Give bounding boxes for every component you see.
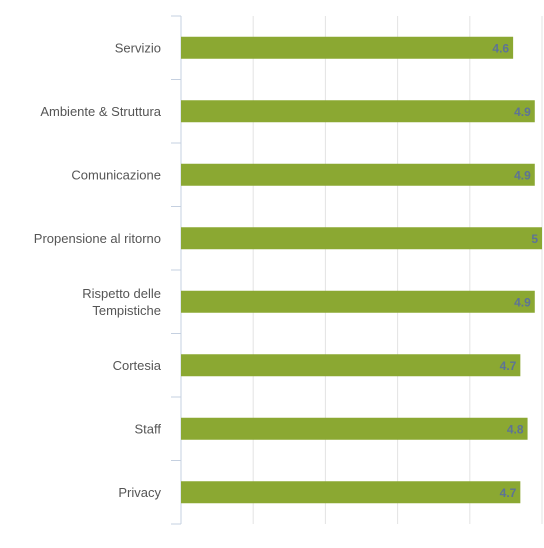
value-labels: 4.6 4.9 4.9 5 4.9 4.7 4.8 4.7 [492,41,538,500]
value-label: 4.7 [500,359,517,373]
x-tick-label: 0 [177,546,184,548]
bar [181,163,535,186]
grid-lines [252,16,543,524]
category-labels: Servizio Ambiente & Struttura Comunicazion… [34,40,162,500]
value-label: 4.8 [507,422,524,436]
value-label: 4.7 [500,486,517,500]
value-label: 4.9 [514,105,531,119]
x-tick-label: 3 [394,546,401,548]
category-label: Comunicazione [71,167,161,182]
bar [181,417,528,440]
bar [181,481,521,504]
value-label: 5 [531,232,538,246]
value-label: 4.6 [492,41,509,55]
bar [181,227,542,250]
bar [181,36,514,59]
x-tick-label: 4 [466,546,473,548]
x-tick-labels: 0 1 2 3 4 5 [177,546,544,548]
category-label: Ambiente & Struttura [40,104,161,119]
bar [181,290,535,313]
bars [181,36,542,504]
bar [181,354,521,377]
value-label: 4.9 [514,168,531,182]
category-label: Cortesia [113,358,162,373]
x-tick-label: 2 [322,546,329,548]
x-tick-label: 5 [538,546,544,548]
bar [181,100,535,123]
category-label: Servizio [115,40,161,55]
y-axis [171,15,182,525]
category-label: Rispetto delle Tempistiche [82,286,161,318]
x-tick-label: 1 [250,546,257,548]
value-label: 4.9 [514,295,531,309]
category-label: Staff [134,421,161,436]
category-label: Propensione al ritorno [34,231,161,246]
category-label: Privacy [118,485,161,500]
